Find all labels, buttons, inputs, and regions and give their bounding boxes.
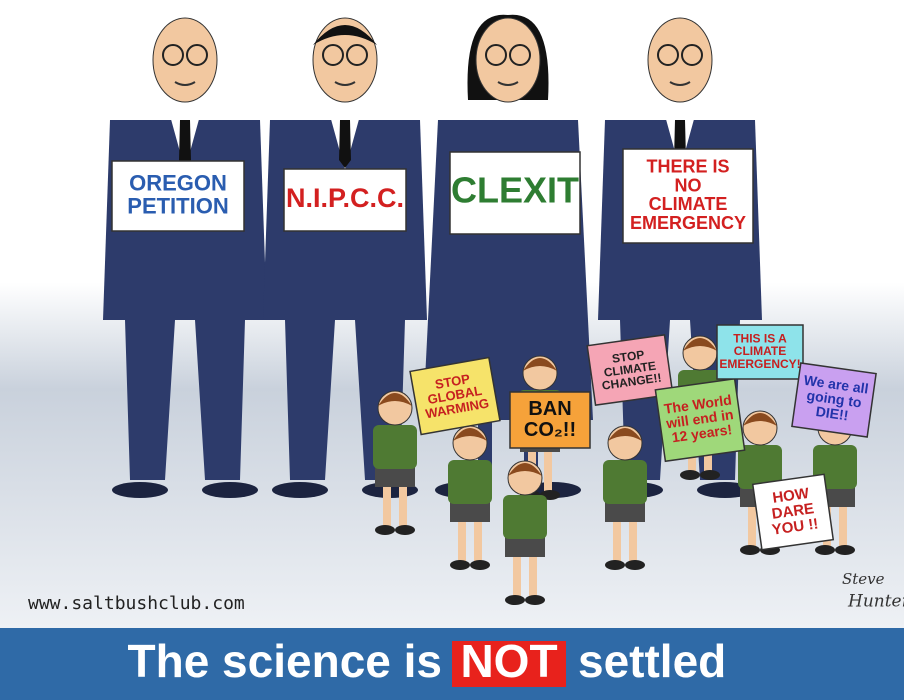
shirt	[603, 460, 647, 504]
leg	[839, 502, 847, 547]
shoe	[505, 595, 525, 605]
shoe	[680, 470, 700, 480]
sign: CLEXIT	[450, 152, 580, 234]
shoe	[525, 595, 545, 605]
sign-text: PETITION	[127, 193, 228, 218]
shoe	[740, 545, 760, 555]
banner-text: The science is NOT settled	[128, 635, 727, 687]
sign-text: THERE IS	[646, 156, 729, 176]
head	[153, 18, 217, 102]
shoe	[272, 482, 328, 498]
sign-text: NO	[675, 175, 702, 195]
leg	[458, 517, 466, 562]
sign-text: CO₂!!	[524, 419, 576, 441]
sign-text: N.I.P.C.C.	[286, 183, 404, 213]
leg	[399, 482, 407, 527]
leg	[629, 517, 637, 562]
leg	[513, 552, 521, 597]
sign-text: EMERGENCY!	[719, 357, 800, 371]
tie	[339, 120, 351, 168]
sign: The Worldwill end in12 years!	[655, 379, 744, 461]
shoe	[202, 482, 258, 498]
leg	[544, 447, 552, 492]
banner-text: settled	[578, 635, 726, 687]
shirt	[373, 425, 417, 469]
leg	[383, 482, 391, 527]
sign-text: OREGON	[129, 170, 227, 195]
banner-text: The science is	[128, 635, 443, 687]
shoe	[470, 560, 490, 570]
shoe	[450, 560, 470, 570]
cartoon: OREGONPETITIONN.I.P.C.C.CLEXITTHERE ISNO…	[0, 0, 904, 700]
sign: THIS IS ACLIMATEEMERGENCY!	[717, 325, 803, 379]
shoe	[112, 482, 168, 498]
sign: N.I.P.C.C.	[284, 169, 406, 231]
sign-text: BAN	[528, 398, 571, 420]
sign-text: CLIMATE	[649, 194, 728, 214]
leg	[474, 517, 482, 562]
shoe	[815, 545, 835, 555]
shoe	[395, 525, 415, 535]
shoe	[375, 525, 395, 535]
shirt	[503, 495, 547, 539]
leg	[529, 552, 537, 597]
shoe	[700, 470, 720, 480]
signature: Hunter	[847, 592, 904, 612]
shoe	[605, 560, 625, 570]
head	[476, 18, 540, 102]
shoe	[835, 545, 855, 555]
sign-text: EMERGENCY	[630, 213, 746, 233]
banner-highlight: NOT	[460, 635, 557, 687]
sign-text: CLEXIT	[451, 170, 579, 211]
shoe	[625, 560, 645, 570]
sign: STOPGLOBALWARMING	[410, 358, 500, 435]
head	[648, 18, 712, 102]
signature: Steve	[842, 570, 885, 588]
leg	[748, 502, 756, 547]
leg	[613, 517, 621, 562]
website: www.saltbushclub.com	[28, 593, 245, 614]
shirt	[448, 460, 492, 504]
